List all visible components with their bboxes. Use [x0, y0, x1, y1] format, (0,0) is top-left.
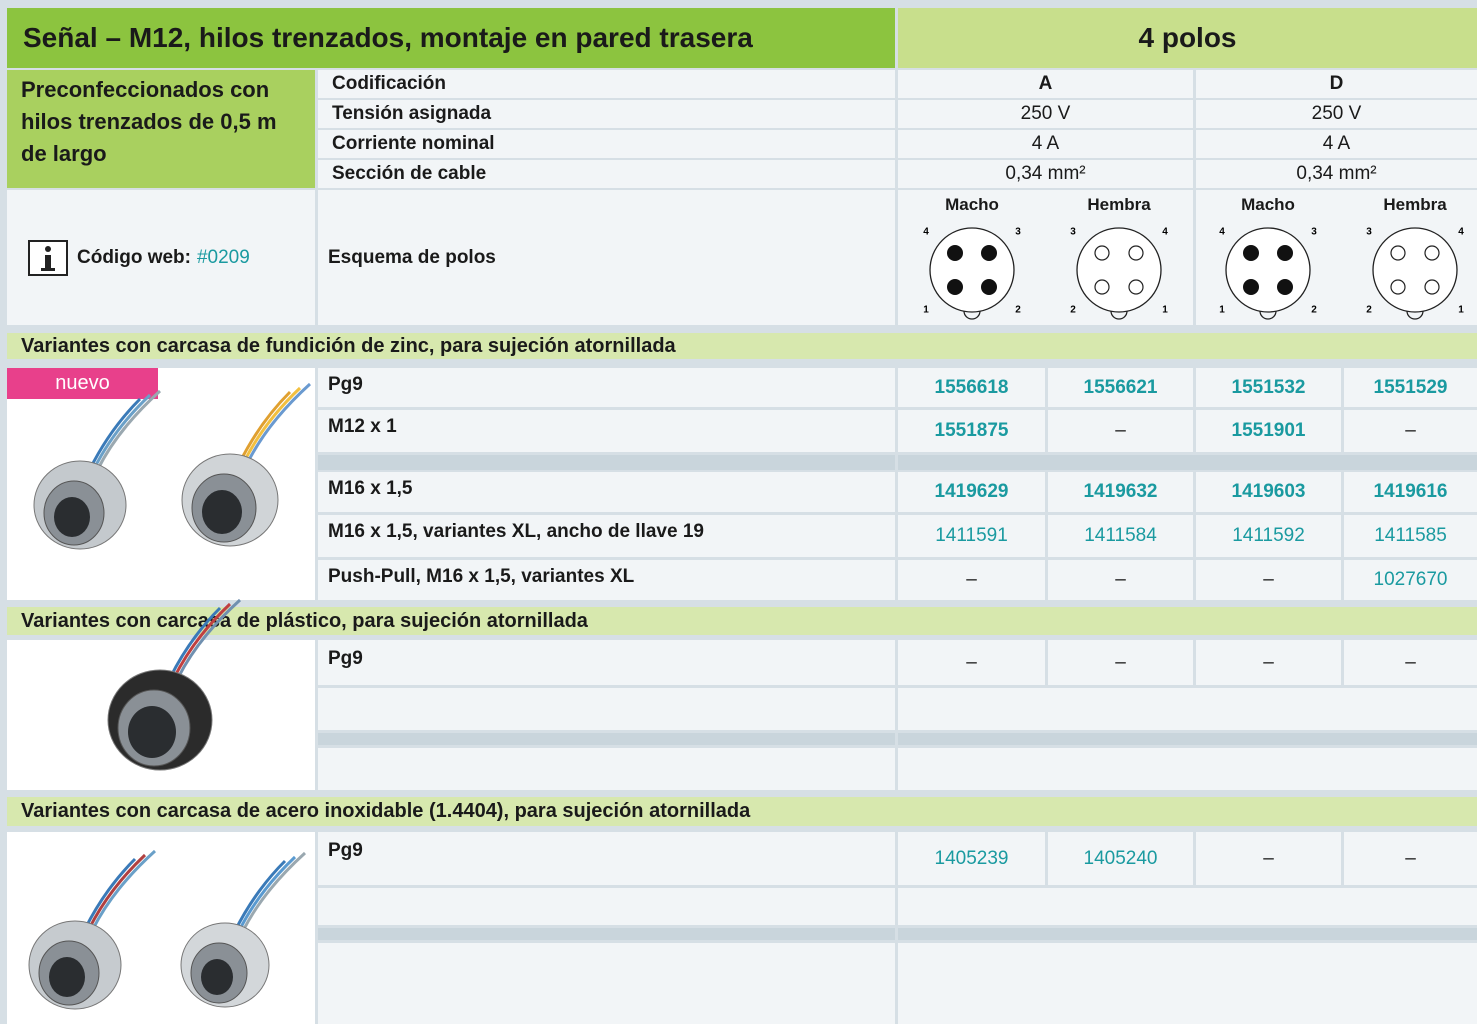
order-number: 1556618: [898, 368, 1045, 407]
row-label: Pg9: [318, 832, 895, 885]
order-number: –: [1344, 410, 1477, 452]
spec-value: A: [898, 70, 1193, 98]
web-code: Código web: #0209: [7, 190, 315, 325]
row-label: Pg9: [318, 640, 895, 685]
poles-header: 4 polos: [898, 8, 1477, 68]
order-number: 1405240: [1048, 832, 1193, 885]
web-code-link: #0209: [196, 246, 250, 268]
order-number: 1551529: [1344, 368, 1477, 407]
pin-title: Hembra: [1087, 195, 1151, 214]
pin-scheme-label: Esquema de polos: [318, 190, 895, 325]
header-title: Señal – M12, hilos trenzados, montaje en…: [7, 8, 895, 68]
filler-cell: [318, 688, 895, 730]
order-number: 1027670: [1344, 560, 1477, 600]
row-label: M12 x 1: [318, 410, 895, 452]
order-number: –: [1344, 640, 1477, 685]
filler-cell: [898, 733, 1477, 745]
row-label: Push-Pull, M16 x 1,5, variantes XL: [318, 560, 895, 600]
order-number: 1419629: [898, 472, 1045, 512]
order-number: 1419616: [1344, 472, 1477, 512]
filler-cell: [898, 688, 1477, 730]
order-number: 1419632: [1048, 472, 1193, 512]
order-number: 1411584: [1048, 515, 1193, 557]
pin-title: Macho: [945, 195, 999, 214]
web-code-label: Código web:: [77, 246, 191, 268]
order-number: –: [1048, 410, 1193, 452]
order-number: –: [1196, 560, 1341, 600]
spec-value: 250 V: [1196, 100, 1477, 128]
order-number: 1411585: [1344, 515, 1477, 557]
section-title: Variantes con carcasa de plástico, para …: [7, 607, 1477, 635]
section-title: Variantes con carcasa de acero inoxidabl…: [7, 797, 1477, 826]
order-number: –: [1048, 640, 1193, 685]
order-number: –: [1344, 832, 1477, 885]
new-badge: nuevo: [7, 368, 158, 399]
spec-label: Codificación: [318, 70, 895, 98]
order-number: –: [898, 560, 1045, 600]
order-number: –: [1196, 832, 1341, 885]
filler-cell: [318, 455, 895, 470]
row-label: M16 x 1,5: [318, 472, 895, 512]
order-number: 1411591: [898, 515, 1045, 557]
order-number: 1411592: [1196, 515, 1341, 557]
spec-label: Tensión asignada: [318, 100, 895, 128]
filler-cell: [898, 888, 1477, 925]
intro: Preconfeccionados con hilos trenzados de…: [7, 70, 315, 188]
order-number: –: [898, 640, 1045, 685]
order-number: 1551532: [1196, 368, 1341, 407]
order-number: –: [1196, 640, 1341, 685]
spec-value: 250 V: [898, 100, 1193, 128]
product-image-area: [7, 832, 315, 1024]
spec-label: Corriente nominal: [318, 130, 895, 158]
order-number: –: [1048, 560, 1193, 600]
product-image-area: [7, 368, 315, 600]
order-number: 1556621: [1048, 368, 1193, 407]
pin-title: Macho: [1241, 195, 1295, 214]
filler-cell: [318, 888, 895, 925]
spec-value: 4 A: [898, 130, 1193, 158]
order-number: 1419603: [1196, 472, 1341, 512]
product-image-area: [7, 640, 315, 790]
filler-cell: [898, 928, 1477, 940]
pin-title: Hembra: [1383, 195, 1447, 214]
section-title: Variantes con carcasa de fundición de zi…: [7, 333, 1477, 359]
filler-cell: [898, 455, 1477, 470]
spec-value: D: [1196, 70, 1477, 98]
filler-cell: [898, 943, 1477, 1024]
filler-cell: [898, 748, 1477, 790]
spec-label: Sección de cable: [318, 160, 895, 188]
filler-cell: [318, 748, 895, 790]
filler-cell: [318, 943, 895, 1024]
order-number: 1551875: [898, 410, 1045, 452]
order-number: 1551901: [1196, 410, 1341, 452]
row-label: M16 x 1,5, variantes XL, ancho de llave …: [318, 515, 895, 557]
spec-value: 4 A: [1196, 130, 1477, 158]
order-number: 1405239: [898, 832, 1045, 885]
filler-cell: [318, 928, 895, 940]
filler-cell: [318, 733, 895, 745]
spec-value: 0,34 mm²: [1196, 160, 1477, 188]
spec-value: 0,34 mm²: [898, 160, 1193, 188]
row-label: Pg9: [318, 368, 895, 407]
